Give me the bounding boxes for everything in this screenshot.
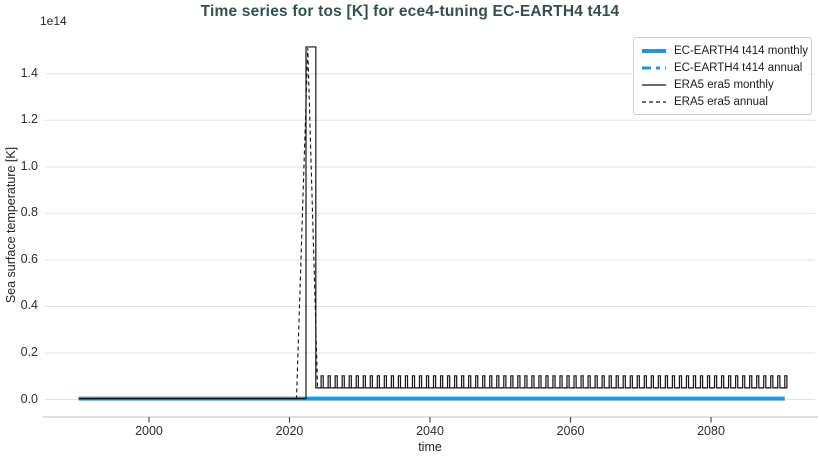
- legend-label: ERA5 era5 monthly: [674, 79, 774, 91]
- x-axis-label: time: [418, 440, 442, 454]
- y-tick-label: 0.6: [20, 251, 38, 266]
- y-tick-label: 1.0: [20, 158, 38, 173]
- x-tick-label: 2020: [275, 424, 304, 438]
- y-tick-label: 0.8: [20, 205, 38, 220]
- y-tick-label: 0.4: [20, 298, 38, 313]
- x-tick-label: 2040: [416, 424, 444, 438]
- y-tick-label: 0.2: [20, 345, 38, 359]
- legend-line-sample: [642, 101, 666, 103]
- legend-item: ERA5 era5 annual: [641, 94, 803, 110]
- legend-item: EC-EARTH4 t414 annual: [641, 60, 803, 76]
- legend-line-sample: [642, 66, 666, 70]
- x-tick-label: 2060: [556, 424, 585, 438]
- legend-line-sample: [642, 49, 666, 53]
- y-tick-label: 1.4: [20, 65, 38, 80]
- legend-box: EC-EARTH4 t414 monthly EC-EARTH4 t414 ann…: [633, 37, 812, 115]
- legend-item: EC-EARTH4 t414 monthly: [641, 43, 808, 59]
- legend-label: ERA5 era5 annual: [674, 96, 768, 108]
- y-tick-label: 1.2: [20, 112, 38, 127]
- legend-label: EC-EARTH4 t414 annual: [674, 62, 803, 74]
- y-tick-label: 0.0: [20, 391, 38, 406]
- series-line-4: [78, 48, 785, 400]
- x-tick-label: 2080: [697, 424, 725, 438]
- legend-label: EC-EARTH4 t414 monthly: [674, 45, 809, 57]
- series-line-3: [78, 46, 788, 400]
- legend-line-sample: [642, 84, 666, 86]
- chart-title: Time series for tos [K] for ece4-tuning …: [200, 3, 620, 20]
- y-axis-offset-text: 1e14: [40, 14, 67, 28]
- legend-item: ERA5 era5 monthly: [641, 77, 803, 93]
- x-tick-label: 2000: [135, 424, 163, 438]
